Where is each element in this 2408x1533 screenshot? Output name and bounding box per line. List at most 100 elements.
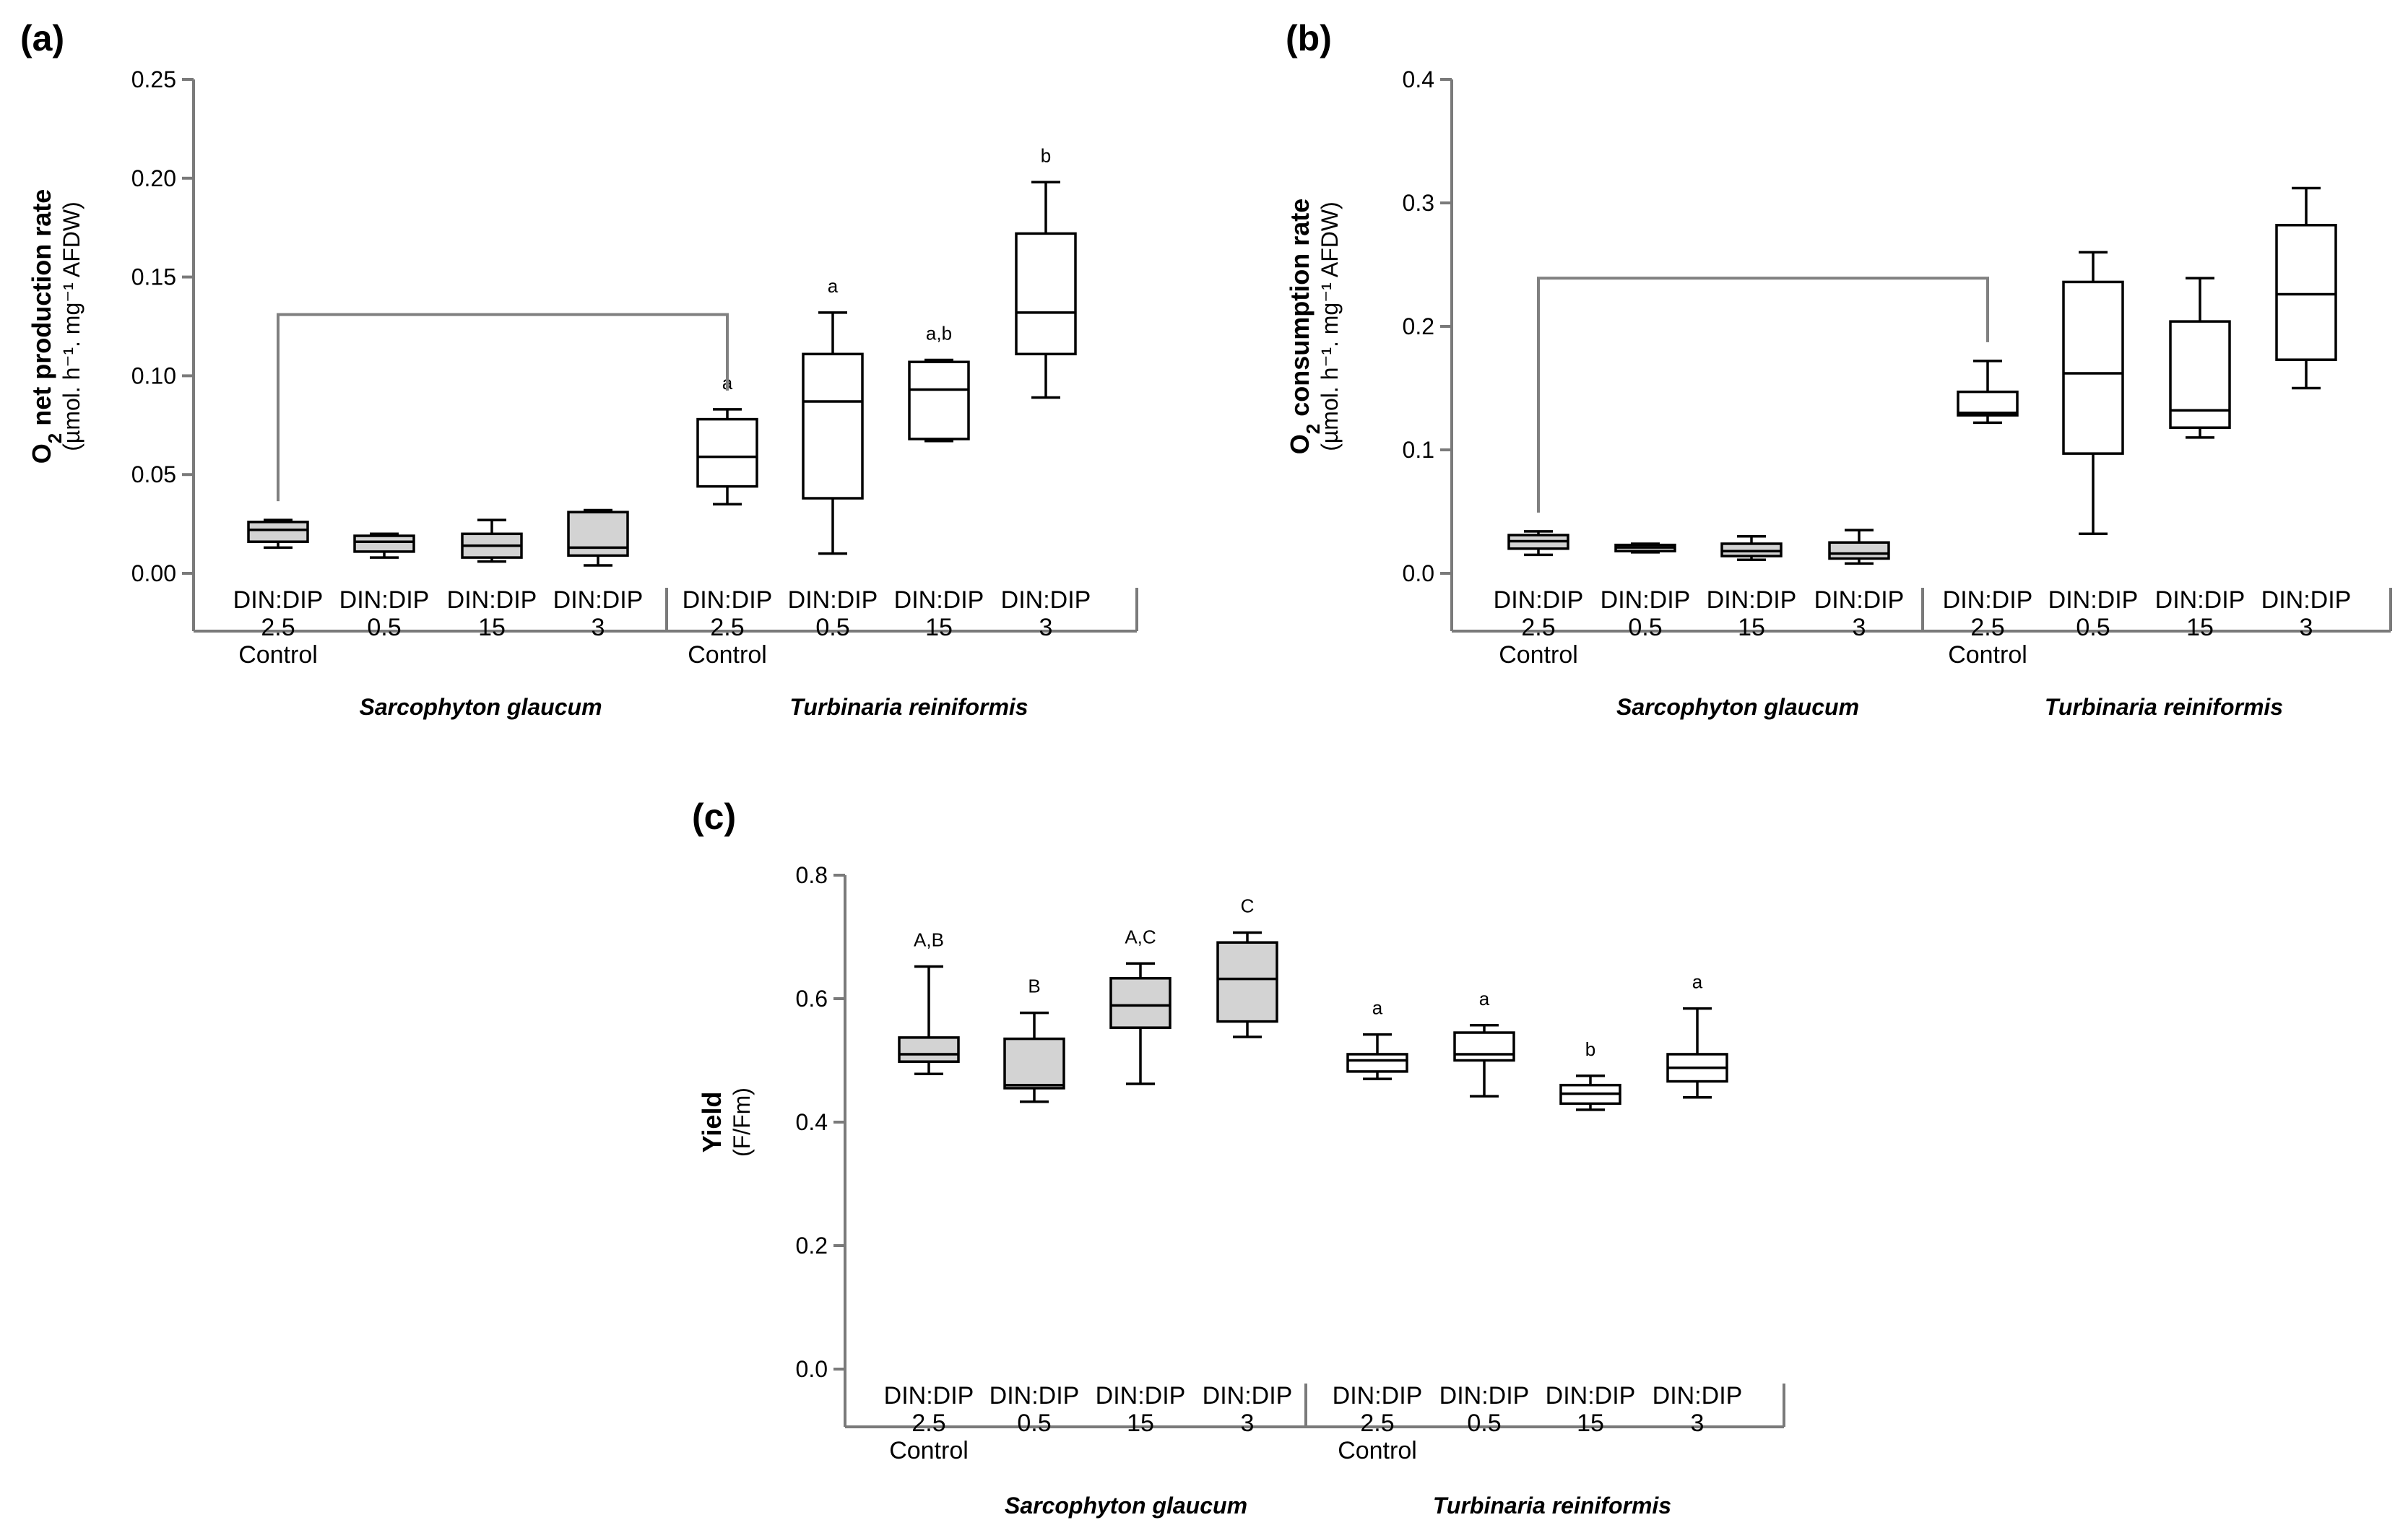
y-axis-subtitle: (µmol. h⁻¹. mg⁻¹ AFDW) — [1317, 201, 1343, 451]
box-plot — [1957, 360, 2019, 425]
box-body — [1828, 541, 1890, 560]
y-axis-title-species: O — [27, 443, 56, 464]
panel-label: (b) — [1286, 18, 1332, 58]
x-category-value: 2.5 — [710, 614, 744, 641]
box-body — [353, 534, 415, 553]
box-plot: B — [1003, 976, 1065, 1103]
x-category-value: 15 — [1577, 1410, 1604, 1437]
y-axis-title: Yield — [697, 1092, 727, 1153]
x-category-value: 0.5 — [815, 614, 849, 641]
box-body — [1216, 941, 1278, 1023]
x-category-label: DIN:DIP — [339, 586, 430, 614]
box-body — [2062, 280, 2124, 455]
significance-label: b — [1585, 1038, 1595, 1060]
box-plot — [1828, 529, 1890, 565]
box-body — [567, 511, 629, 557]
x-category-label: DIN:DIP — [2048, 586, 2139, 614]
box-plot: b — [1559, 1038, 1621, 1111]
x-category-note: Control — [688, 641, 767, 669]
x-category-label: DIN:DIP — [1943, 586, 2033, 614]
x-category-value: 15 — [478, 614, 506, 641]
box-plot — [247, 518, 309, 550]
y-axis-subtitle: (F/Fm) — [729, 1087, 755, 1157]
x-category-label: DIN:DIP — [233, 586, 324, 614]
x-category-value: 3 — [2300, 614, 2313, 641]
box-plot — [353, 532, 415, 559]
box-plot: a,b — [908, 323, 970, 443]
x-category-value: 2.5 — [1360, 1410, 1394, 1437]
y-axis-title-text: consumption rate — [1285, 199, 1315, 424]
box-plot — [2169, 277, 2231, 439]
box-body — [1453, 1031, 1515, 1062]
box-body — [1957, 390, 2019, 417]
significance-label: a — [1372, 997, 1383, 1019]
panel-1: (a) 0.00 0.05 0.10 0.15 0.20 0.25 O2 net produc… — [20, 18, 1138, 720]
y-axis-title-species: O — [1285, 434, 1315, 454]
box-plot: b — [1015, 144, 1077, 399]
x-category-label: DIN:DIP — [788, 586, 878, 614]
box-body — [1109, 977, 1171, 1029]
x-category-note: Control — [1948, 641, 2027, 669]
y-tick-label: 0.4 — [796, 1109, 828, 1135]
significance-label: C — [1241, 895, 1255, 917]
box-plot — [2275, 186, 2337, 390]
x-category-value: 3 — [1039, 614, 1053, 641]
y-tick-label: 0.0 — [796, 1356, 828, 1382]
significance-label: b — [1041, 144, 1051, 166]
comparison-bracket — [1537, 277, 1989, 513]
box-body — [2275, 224, 2337, 361]
y-tick-label: 0.0 — [1403, 560, 1434, 586]
x-category-label: DIN:DIP — [894, 586, 984, 614]
significance-label: A,C — [1125, 926, 1156, 947]
x-category-value: 3 — [1241, 1410, 1255, 1437]
y-axis-title-text: net production rate — [27, 189, 56, 433]
x-category-value: 0.5 — [1017, 1410, 1051, 1437]
x-category-label: DIN:DIP — [884, 1382, 974, 1410]
x-category-value: 2.5 — [911, 1410, 945, 1437]
x-category-label: DIN:DIP — [1814, 586, 1905, 614]
y-axis-title-subscript: 2 — [1302, 424, 1324, 434]
box-plot — [461, 518, 523, 563]
x-category-label: DIN:DIP — [683, 586, 773, 614]
significance-label: A,B — [914, 929, 944, 951]
x-category-label: DIN:DIP — [1096, 1382, 1186, 1410]
y-axis-subtitle: (µmol. h⁻¹. mg⁻¹ AFDW) — [59, 201, 85, 451]
box-body — [247, 521, 309, 543]
x-category-label: DIN:DIP — [1494, 586, 1584, 614]
y-axis-title: O2 net production rate — [27, 189, 66, 464]
x-category-label: DIN:DIP — [1001, 586, 1091, 614]
box-body — [908, 360, 970, 440]
panel-label: (c) — [692, 796, 736, 837]
y-tick-label: 0.6 — [796, 986, 828, 1012]
x-category-label: DIN:DIP — [2155, 586, 2245, 614]
x-category-label: DIN:DIP — [1203, 1382, 1293, 1410]
box-plot: A,C — [1109, 926, 1171, 1085]
x-category-note: Control — [1499, 641, 1578, 669]
box-plot: a — [1346, 997, 1408, 1080]
x-category-value: 2.5 — [261, 614, 295, 641]
y-tick-label: 0.25 — [131, 66, 176, 92]
x-category-value: 2.5 — [1970, 614, 2004, 641]
box-plot: a — [1666, 971, 1728, 1099]
box-body — [696, 417, 758, 488]
x-category-value: 15 — [2186, 614, 2214, 641]
box-body — [802, 352, 864, 500]
y-tick-label: 0.15 — [131, 264, 176, 290]
significance-label: a,b — [926, 323, 952, 344]
comparison-bracket — [277, 313, 729, 502]
x-category-label: DIN:DIP — [1601, 586, 1691, 614]
x-category-label: DIN:DIP — [1333, 1382, 1423, 1410]
x-category-value: 3 — [1853, 614, 1866, 641]
x-category-value: 0.5 — [1628, 614, 1662, 641]
group-label-sarcophyton: Sarcophyton glaucum — [359, 694, 602, 720]
y-tick-label: 0.2 — [796, 1233, 828, 1259]
y-tick-label: 0.4 — [1403, 66, 1434, 92]
x-category-value: 15 — [1738, 614, 1765, 641]
y-tick-label: 0.3 — [1403, 190, 1434, 216]
box-plot: C — [1216, 895, 1278, 1038]
y-tick-label: 0.20 — [131, 165, 176, 191]
box-body — [1346, 1053, 1408, 1073]
